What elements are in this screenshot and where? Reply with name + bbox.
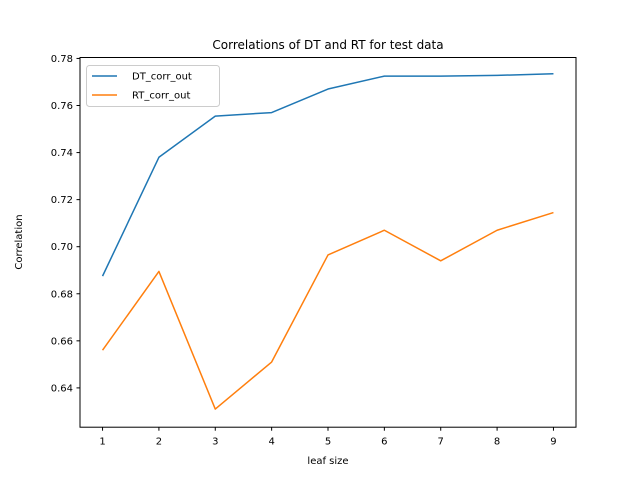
x-tick-label: 2 <box>156 437 162 448</box>
y-tick-label: 0.72 <box>51 195 73 206</box>
x-tick-label: 1 <box>99 437 105 448</box>
y-tick-label: 0.68 <box>51 289 73 300</box>
y-tick-label: 0.74 <box>51 148 73 159</box>
legend-box <box>86 65 220 107</box>
chart-title: Correlations of DT and RT for test data <box>212 38 443 52</box>
plot-area: 1 2 3 4 5 6 7 8 9 0.64 0.66 0.68 0.70 0.72 0.74 0.76 0.7… <box>51 54 577 448</box>
x-axis-label: leaf size <box>307 456 348 467</box>
series-line-DT_corr_out <box>101 72 554 277</box>
y-axis-label: Correlation <box>14 214 25 269</box>
x-tick-label: 8 <box>494 437 500 448</box>
y-tick-label: 0.76 <box>51 101 73 112</box>
legend-label-rt: RT_corr_out <box>132 91 190 102</box>
legend: DT_corr_out RT_corr_out <box>86 65 220 107</box>
y-tick-label: 0.66 <box>51 336 73 347</box>
axes-frame <box>79 57 577 428</box>
y-tick-label: 0.78 <box>51 54 73 65</box>
y-tick-label: 0.64 <box>51 383 73 394</box>
x-tick-label: 3 <box>212 437 218 448</box>
x-tick-label: 5 <box>325 437 331 448</box>
x-tick-label: 7 <box>438 437 444 448</box>
x-tick-label: 4 <box>268 437 274 448</box>
series-line-RT_corr_out <box>101 211 554 410</box>
x-tick-label: 9 <box>550 437 556 448</box>
y-tick-label: 0.70 <box>51 242 73 253</box>
legend-label-dt: DT_corr_out <box>132 72 192 83</box>
x-tick-label: 6 <box>381 437 387 448</box>
